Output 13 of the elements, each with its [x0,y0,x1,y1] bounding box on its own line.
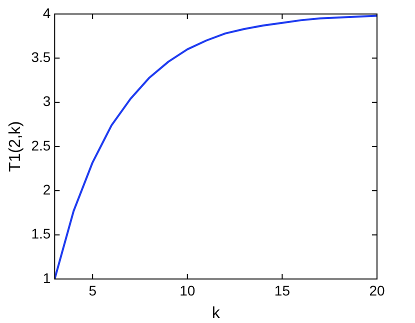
y-tick-label: 2.5 [31,137,51,154]
x-tick-label: 5 [88,282,97,298]
x-tick-label: 10 [180,282,196,298]
x-tick-label: 15 [274,282,290,298]
x-tick-label: 20 [369,282,385,298]
y-tick-label: 1.5 [31,226,51,242]
y-tick-label: 3 [42,93,51,110]
y-tick-label: 3.5 [31,49,51,66]
y-tick-label: 2 [42,182,51,198]
y-axis-title: T1(2,k) [7,121,24,172]
y-tick-label: 4 [42,4,51,21]
x-axis-title: k [212,304,221,322]
y-tick-label: 1 [42,270,51,286]
